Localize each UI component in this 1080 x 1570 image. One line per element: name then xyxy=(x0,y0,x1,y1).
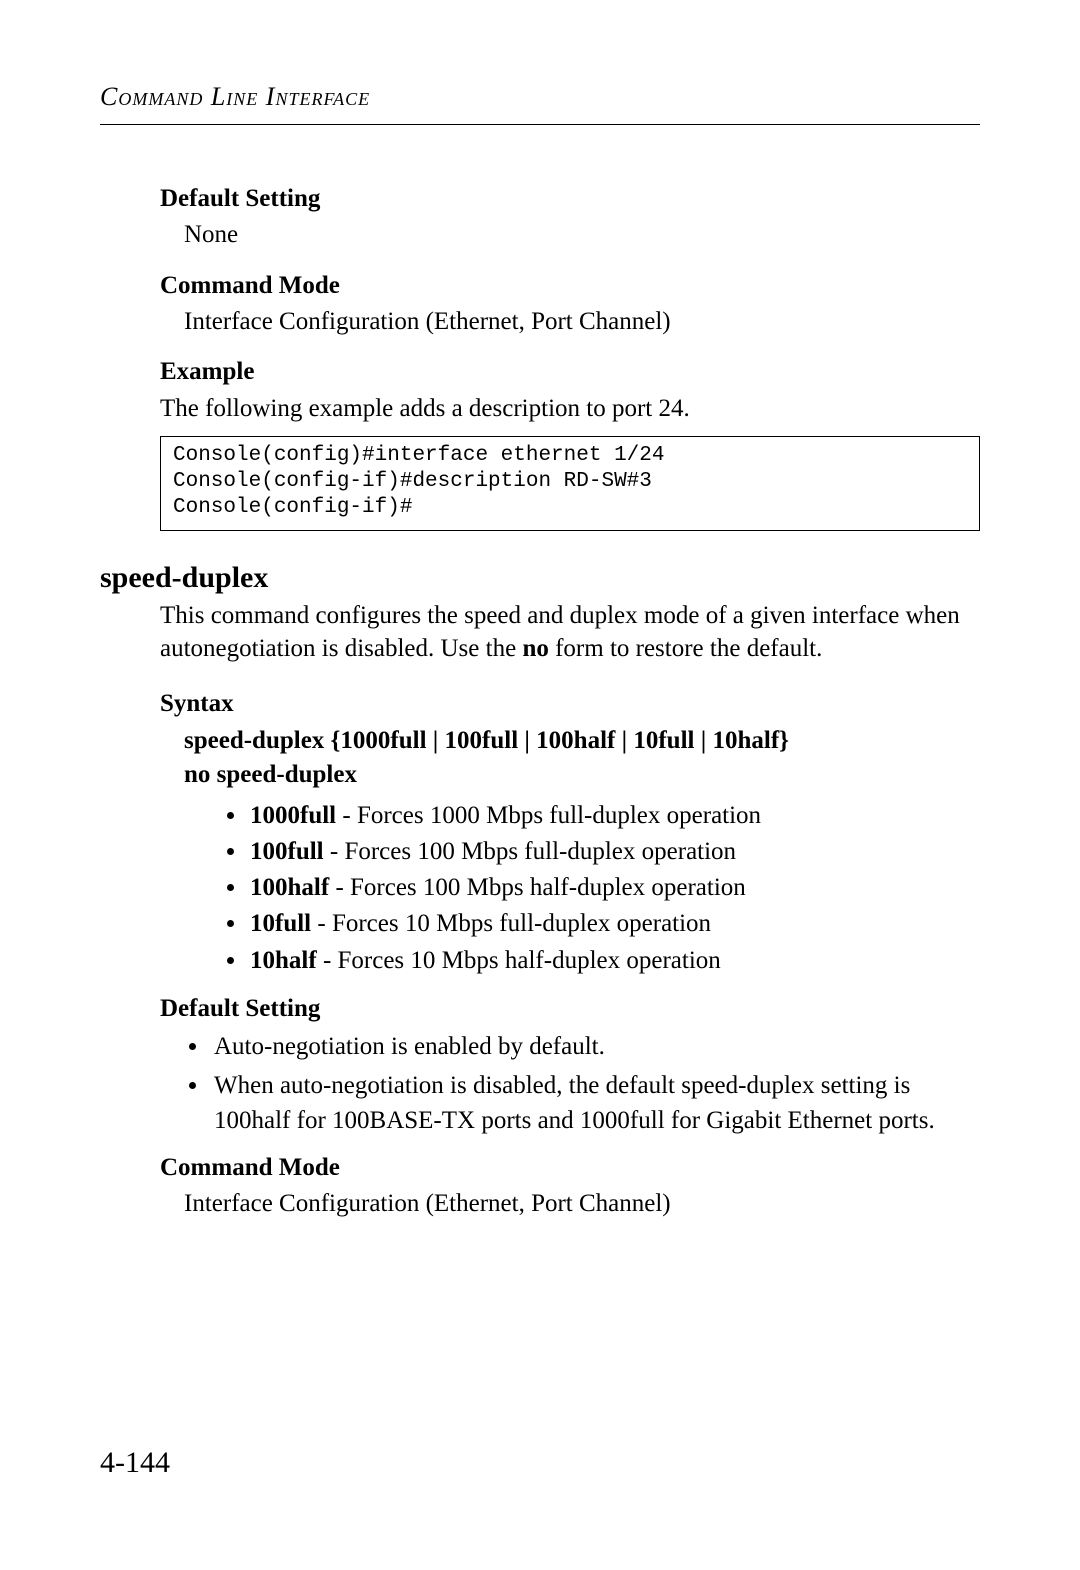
option-100half: 100half - Forces 100 Mbps half-duplex op… xyxy=(248,870,980,906)
option-10full: 10full - Forces 10 Mbps full-duplex oper… xyxy=(248,906,980,942)
option-key: 1000full xyxy=(250,802,336,829)
page: Command Line Interface Default Setting N… xyxy=(0,0,1080,1570)
heading-speed-duplex: speed-duplex xyxy=(100,561,980,595)
text-example-intro: The following example adds a description… xyxy=(160,392,980,426)
text-default-none: None xyxy=(184,219,980,252)
option-key: 10full xyxy=(250,910,311,937)
code-example: Console(config)#interface ethernet 1/24 … xyxy=(160,436,980,531)
option-1000full: 1000full - Forces 1000 Mbps full-duplex … xyxy=(248,798,980,834)
default-setting-list: Auto-negotiation is enabled by default. … xyxy=(100,1029,980,1138)
option-key: 100full xyxy=(250,838,324,865)
option-key: 100half xyxy=(250,874,329,901)
syntax-options-list: 1000full - Forces 1000 Mbps full-duplex … xyxy=(100,798,980,979)
syntax-line-1: speed-duplex {1000full | 100full | 100ha… xyxy=(184,724,980,758)
option-text: - Forces 10 Mbps half-duplex operation xyxy=(317,947,721,974)
text-command-mode-2: Interface Configuration (Ethernet, Port … xyxy=(184,1188,980,1221)
option-text: - Forces 10 Mbps full-duplex operation xyxy=(311,910,711,937)
option-10half: 10half - Forces 10 Mbps half-duplex oper… xyxy=(248,943,980,979)
heading-default-setting-1: Default Setting xyxy=(160,185,980,213)
heading-command-mode-2: Command Mode xyxy=(160,1154,980,1182)
text-speed-duplex-desc: This command configures the speed and du… xyxy=(160,599,980,667)
heading-default-setting-2: Default Setting xyxy=(160,995,980,1023)
heading-example: Example xyxy=(160,358,980,386)
desc-bold-no: no xyxy=(522,635,548,662)
option-key: 10half xyxy=(250,947,317,974)
option-100full: 100full - Forces 100 Mbps full-duplex op… xyxy=(248,834,980,870)
option-text: - Forces 1000 Mbps full-duplex operation xyxy=(336,802,761,829)
default-bullet-2: When auto-negotiation is disabled, the d… xyxy=(210,1068,980,1138)
heading-syntax: Syntax xyxy=(160,690,980,718)
text-command-mode-1: Interface Configuration (Ethernet, Port … xyxy=(184,306,980,339)
heading-command-mode-1: Command Mode xyxy=(160,272,980,300)
running-header: Command Line Interface xyxy=(100,82,980,125)
option-text: - Forces 100 Mbps half-duplex operation xyxy=(329,874,746,901)
default-bullet-1: Auto-negotiation is enabled by default. xyxy=(210,1029,980,1064)
syntax-line-2: no speed-duplex xyxy=(184,758,980,792)
page-number: 4-144 xyxy=(100,1446,170,1480)
desc-post: form to restore the default. xyxy=(549,635,823,662)
option-text: - Forces 100 Mbps full-duplex operation xyxy=(324,838,736,865)
